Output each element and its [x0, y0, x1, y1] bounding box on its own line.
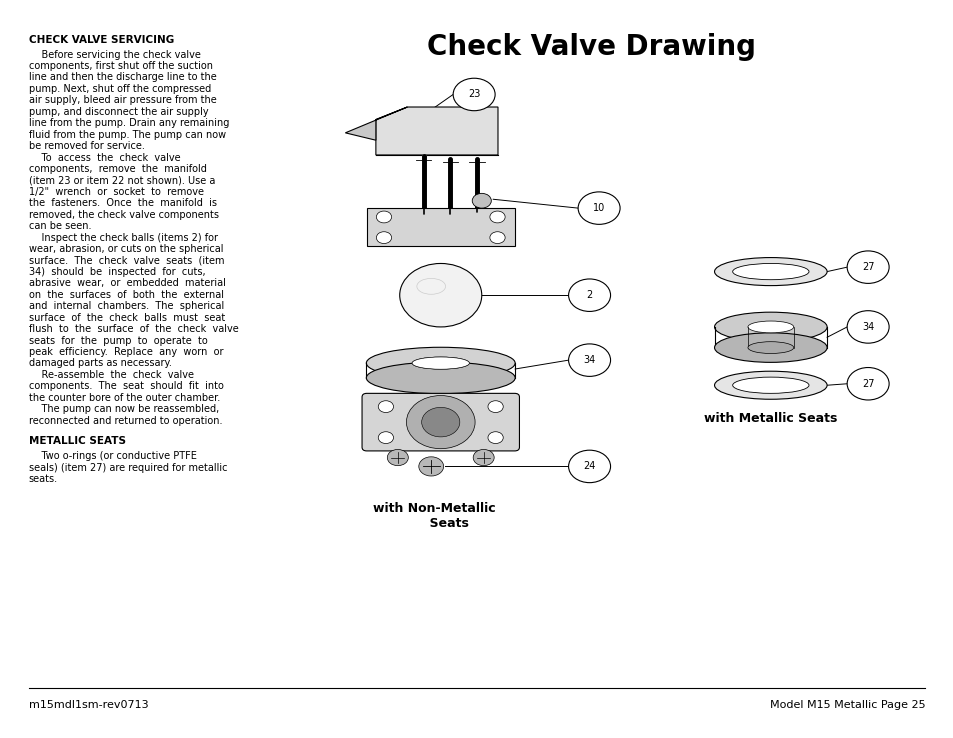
Text: Model M15 Metallic Page 25: Model M15 Metallic Page 25: [769, 700, 924, 710]
Text: 34: 34: [583, 355, 595, 365]
Ellipse shape: [732, 263, 808, 280]
Text: with Non-Metallic
       Seats: with Non-Metallic Seats: [373, 502, 495, 530]
Text: the counter bore of the outer chamber.: the counter bore of the outer chamber.: [29, 393, 219, 403]
FancyBboxPatch shape: [361, 393, 518, 451]
Text: air supply, bleed air pressure from the: air supply, bleed air pressure from the: [29, 95, 216, 106]
Polygon shape: [345, 107, 407, 140]
Text: components, first shut off the suction: components, first shut off the suction: [29, 61, 213, 71]
Circle shape: [418, 457, 443, 476]
Ellipse shape: [732, 377, 808, 393]
Text: METALLIC SEATS: METALLIC SEATS: [29, 436, 126, 446]
Text: can be seen.: can be seen.: [29, 221, 91, 231]
Text: flush  to  the  surface  of  the  check  valve: flush to the surface of the check valve: [29, 324, 238, 334]
Text: damaged parts as necessary.: damaged parts as necessary.: [29, 359, 172, 368]
Text: seats.: seats.: [29, 474, 58, 484]
Circle shape: [490, 211, 505, 223]
Circle shape: [846, 368, 888, 400]
Text: 1/2"  wrench  or  socket  to  remove: 1/2" wrench or socket to remove: [29, 187, 203, 197]
Text: seals) (item 27) are required for metallic: seals) (item 27) are required for metall…: [29, 463, 227, 472]
Text: and  internal  chambers.  The  spherical: and internal chambers. The spherical: [29, 301, 224, 311]
Circle shape: [375, 211, 391, 223]
Text: components,  remove  the  manifold: components, remove the manifold: [29, 164, 206, 174]
Circle shape: [487, 432, 503, 444]
Circle shape: [399, 263, 481, 327]
Text: on  the  surfaces  of  both  the  external: on the surfaces of both the external: [29, 290, 223, 300]
Circle shape: [387, 449, 408, 466]
Text: The pump can now be reassembled,: The pump can now be reassembled,: [29, 404, 218, 414]
Text: the  fasteners.  Once  the  manifold  is: the fasteners. Once the manifold is: [29, 199, 216, 208]
Polygon shape: [375, 107, 497, 155]
Circle shape: [472, 193, 491, 208]
Text: removed, the check valve components: removed, the check valve components: [29, 210, 218, 220]
Text: CHECK VALVE SERVICING: CHECK VALVE SERVICING: [29, 35, 173, 45]
Ellipse shape: [714, 312, 826, 342]
Circle shape: [568, 450, 610, 483]
Text: 24: 24: [583, 461, 595, 472]
Ellipse shape: [366, 362, 515, 393]
Circle shape: [568, 344, 610, 376]
Text: Two o-rings (or conductive PTFE: Two o-rings (or conductive PTFE: [29, 451, 196, 461]
Text: 23: 23: [468, 89, 479, 100]
Text: be removed for service.: be removed for service.: [29, 141, 144, 151]
Text: with Metallic Seats: with Metallic Seats: [703, 412, 837, 425]
Text: seats  for  the  pump  to  operate  to: seats for the pump to operate to: [29, 336, 207, 345]
Circle shape: [453, 78, 495, 111]
Ellipse shape: [747, 321, 793, 333]
Text: wear, abrasion, or cuts on the spherical: wear, abrasion, or cuts on the spherical: [29, 244, 223, 254]
Text: 2: 2: [586, 290, 592, 300]
Ellipse shape: [412, 357, 469, 369]
Text: fluid from the pump. The pump can now: fluid from the pump. The pump can now: [29, 130, 226, 139]
Text: components.  The  seat  should  fit  into: components. The seat should fit into: [29, 382, 223, 391]
Circle shape: [568, 279, 610, 311]
Text: (item 23 or item 22 not shown). Use a: (item 23 or item 22 not shown). Use a: [29, 176, 214, 185]
Ellipse shape: [366, 348, 515, 379]
Text: Check Valve Drawing: Check Valve Drawing: [427, 33, 755, 61]
Ellipse shape: [714, 258, 826, 286]
Text: line from the pump. Drain any remaining: line from the pump. Drain any remaining: [29, 118, 229, 128]
Circle shape: [846, 251, 888, 283]
Text: abrasive  wear,  or  embedded  material: abrasive wear, or embedded material: [29, 278, 225, 289]
Text: 34)  should  be  inspected  for  cuts,: 34) should be inspected for cuts,: [29, 267, 205, 277]
Text: line and then the discharge line to the: line and then the discharge line to the: [29, 72, 216, 83]
Ellipse shape: [412, 357, 469, 369]
Text: surface  of  the  check  balls  must  seat: surface of the check balls must seat: [29, 313, 225, 323]
Circle shape: [377, 432, 393, 444]
Text: 27: 27: [861, 379, 874, 389]
Text: 27: 27: [861, 262, 874, 272]
Text: peak  efficiency.  Replace  any  worn  or: peak efficiency. Replace any worn or: [29, 347, 223, 357]
Text: Re-assemble  the  check  valve: Re-assemble the check valve: [29, 370, 193, 380]
Ellipse shape: [714, 333, 826, 362]
Circle shape: [578, 192, 619, 224]
Polygon shape: [366, 208, 514, 246]
Text: pump, and disconnect the air supply: pump, and disconnect the air supply: [29, 107, 208, 117]
Circle shape: [377, 401, 393, 413]
Text: reconnected and returned to operation.: reconnected and returned to operation.: [29, 415, 222, 426]
Circle shape: [473, 449, 494, 466]
Text: To  access  the  check  valve: To access the check valve: [29, 153, 180, 162]
Text: pump. Next, shut off the compressed: pump. Next, shut off the compressed: [29, 84, 211, 94]
Circle shape: [375, 232, 391, 244]
Text: Before servicing the check valve: Before servicing the check valve: [29, 49, 200, 60]
Text: 34: 34: [862, 322, 873, 332]
Circle shape: [406, 396, 475, 449]
Circle shape: [846, 311, 888, 343]
Circle shape: [487, 401, 503, 413]
Circle shape: [490, 232, 505, 244]
Text: surface.  The  check  valve  seats  (item: surface. The check valve seats (item: [29, 255, 224, 266]
Text: 10: 10: [593, 203, 604, 213]
Circle shape: [421, 407, 459, 437]
Text: m15mdl1sm-rev0713: m15mdl1sm-rev0713: [29, 700, 148, 710]
Ellipse shape: [747, 342, 793, 354]
Text: Inspect the check balls (items 2) for: Inspect the check balls (items 2) for: [29, 232, 217, 243]
Ellipse shape: [714, 371, 826, 399]
